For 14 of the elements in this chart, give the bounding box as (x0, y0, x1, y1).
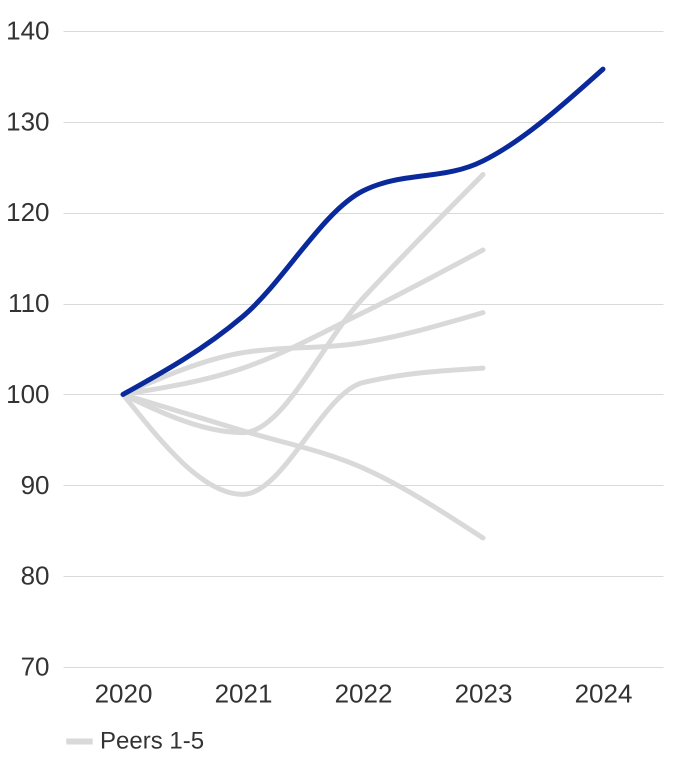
legend-label: Peers 1-5 (100, 728, 204, 754)
y-tick-label: 140 (6, 16, 50, 46)
x-tick-label: 2022 (334, 678, 392, 708)
x-tick-label: 2024 (574, 678, 632, 708)
x-tick-label: 2023 (454, 678, 512, 708)
y-tick-label: 120 (6, 197, 50, 228)
y-tick-label: 100 (6, 378, 50, 409)
y-tick-label: 80 (20, 560, 50, 591)
y-tick-label: 90 (20, 470, 50, 500)
x-tick-label: 2021 (214, 678, 272, 708)
y-tick-label: 110 (8, 288, 50, 318)
y-tick-label: 70 (20, 652, 50, 682)
x-tick-label: 2020 (94, 678, 152, 708)
y-tick-label: 130 (6, 106, 50, 136)
